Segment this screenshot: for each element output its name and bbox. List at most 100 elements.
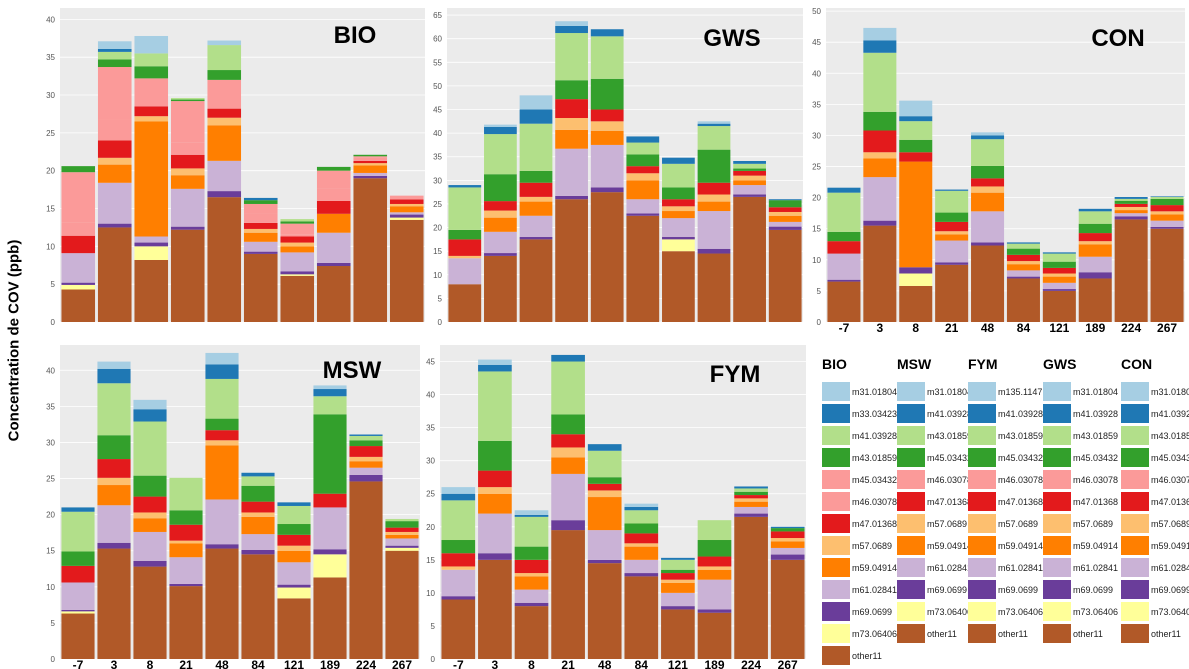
bar-segment-m57.0689 xyxy=(697,194,731,202)
bar-segment-m43.01859 xyxy=(170,99,205,102)
bar-segment-m69.0699 xyxy=(626,213,660,216)
bar-segment-m41.03928 xyxy=(205,364,239,379)
bar-segment-m33.03423 xyxy=(243,197,278,201)
bar-segment-m43.01859 xyxy=(555,33,588,81)
bar-segment-m43.01859 xyxy=(1150,197,1184,199)
bar-segment-m73.06406 xyxy=(899,273,933,286)
bar-segment-m69.0699 xyxy=(590,187,624,193)
bar-segment-m59.04914 xyxy=(768,215,802,222)
legend-swatch xyxy=(1043,492,1071,511)
legend-item-label: other11 xyxy=(998,629,1028,639)
bar-segment-m57.0689 xyxy=(243,228,278,233)
bar-segment-m57.0689 xyxy=(349,456,383,462)
legend-swatch xyxy=(1043,404,1071,423)
bar-segment-m45.03432 xyxy=(277,524,311,535)
bar-segment-m31.01804 xyxy=(97,361,131,369)
bar-segment-m69.0699 xyxy=(1078,272,1112,279)
bar-segment-other11 xyxy=(207,197,242,322)
legend-item-label: m61.02841 xyxy=(927,563,972,573)
bar-segment-other11 xyxy=(899,285,933,322)
legend-item-label: m135.1147 xyxy=(998,387,1042,397)
y-tick-label: 0 xyxy=(438,318,443,327)
legend-item-label: m46.03078 xyxy=(1151,475,1189,485)
bar-segment-m61.02841 xyxy=(1006,270,1040,277)
bar-segment-m43.01859 xyxy=(624,510,659,524)
bar-segment-m41.03928 xyxy=(1114,197,1148,199)
x-tick-label: 189 xyxy=(320,658,340,669)
bar-segment-m69.0699 xyxy=(661,606,695,610)
bar-segment-other11 xyxy=(313,577,347,659)
bar-segment-m31.01804 xyxy=(207,40,242,46)
bar-segment-m57.0689 xyxy=(385,531,419,535)
legend-swatch xyxy=(1043,382,1071,401)
bar-segment-m41.03928 xyxy=(770,526,805,529)
bar-segment-other11 xyxy=(61,613,95,659)
legend-swatch xyxy=(822,448,850,467)
y-tick-label: 10 xyxy=(46,583,55,592)
bar-segment-m41.03928 xyxy=(662,157,695,164)
bar-segment-m61.02841 xyxy=(971,211,1005,243)
bar-segment-m43.01859 xyxy=(587,450,622,478)
x-tick-label: 267 xyxy=(1157,321,1177,335)
bar-segment-m61.02841 xyxy=(697,211,731,249)
bar-segment-m69.0699 xyxy=(587,559,622,564)
bar-segment-m41.03928 xyxy=(61,507,95,512)
legend-item-label: m47.01368 xyxy=(927,497,972,507)
bar-segment-m61.02841 xyxy=(170,188,205,227)
legend-swatch xyxy=(1043,580,1071,599)
bar-segment-m45.03432 xyxy=(551,414,585,435)
y-tick-label: 20 xyxy=(46,511,55,520)
legend-item-label: m41.03928 xyxy=(852,431,897,441)
bar-segment-m47.01368 xyxy=(207,108,242,118)
legend-swatch xyxy=(897,404,925,423)
bar-segment-m69.0699 xyxy=(97,223,132,228)
bar-segment-m69.0699 xyxy=(316,262,351,267)
legend-swatch xyxy=(1121,580,1149,599)
bar-segment-m43.01859 xyxy=(899,121,933,140)
legend-swatch xyxy=(897,514,925,533)
bar-segment-m47.01368 xyxy=(484,201,517,211)
bar-segment-m59.04914 xyxy=(478,493,512,514)
bar-segment-m69.0699 xyxy=(277,584,311,588)
bar-segment-other11 xyxy=(243,253,278,322)
legend-swatch xyxy=(968,514,996,533)
x-tick-label: 121 xyxy=(668,658,688,669)
bar-segment-m45.03432 xyxy=(697,540,732,557)
bar-segment-m47.01368 xyxy=(863,130,897,153)
legend-swatch xyxy=(1121,602,1149,621)
legend-item-label: other11 xyxy=(852,651,882,661)
bar-segment-m43.01859 xyxy=(1114,198,1148,201)
legend-item-label: other11 xyxy=(927,629,957,639)
bar-segment-m41.03928 xyxy=(207,45,242,71)
bar-segment-m43.01859 xyxy=(97,59,132,68)
x-tick-label: 267 xyxy=(392,658,412,669)
y-tick-label: 45 xyxy=(426,358,435,367)
legend-item-label: m41.03928 xyxy=(1073,409,1118,419)
bar-segment-m69.0699 xyxy=(662,237,695,240)
bar-segment-m45.03432 xyxy=(626,154,660,167)
bar-segment-m41.03928 xyxy=(280,219,315,222)
bar-segment-m73.06406 xyxy=(277,587,311,599)
bar-segment-m61.02841 xyxy=(551,473,585,521)
y-tick-label: 40 xyxy=(433,129,442,138)
legend-swatch xyxy=(1043,536,1071,555)
y-tick-label: 10 xyxy=(426,589,435,598)
y-tick-label: 25 xyxy=(46,129,55,138)
bar-segment-m69.0699 xyxy=(478,553,512,560)
legend-item-label: m45.03432 xyxy=(852,475,897,485)
legend-item-label: m73.06406 xyxy=(998,607,1043,617)
bar-segment-m57.0689 xyxy=(133,512,167,519)
chart-panel-gws: 0 5 10 15 20 25 30 35 40 45 50 55 60 65 GWS xyxy=(433,8,803,327)
bar-segment-m69.0699 xyxy=(353,175,388,179)
bar-segment-m47.01368 xyxy=(827,241,861,254)
chart-panel-bio: 0 5 10 15 20 25 30 35 40 BIO xyxy=(46,8,425,327)
bar-segment-m61.02841 xyxy=(61,582,95,610)
x-tick-label: 8 xyxy=(528,658,535,669)
bar-segment-m45.03432 xyxy=(662,187,695,200)
bar-segment-m59.04914 xyxy=(169,543,203,558)
y-tick-label: 30 xyxy=(812,131,821,140)
bar-segment-m57.0689 xyxy=(97,477,131,486)
bar-segment-other11 xyxy=(863,225,897,322)
bar-segment-m61.02841 xyxy=(555,148,588,196)
legend-swatch xyxy=(968,448,996,467)
